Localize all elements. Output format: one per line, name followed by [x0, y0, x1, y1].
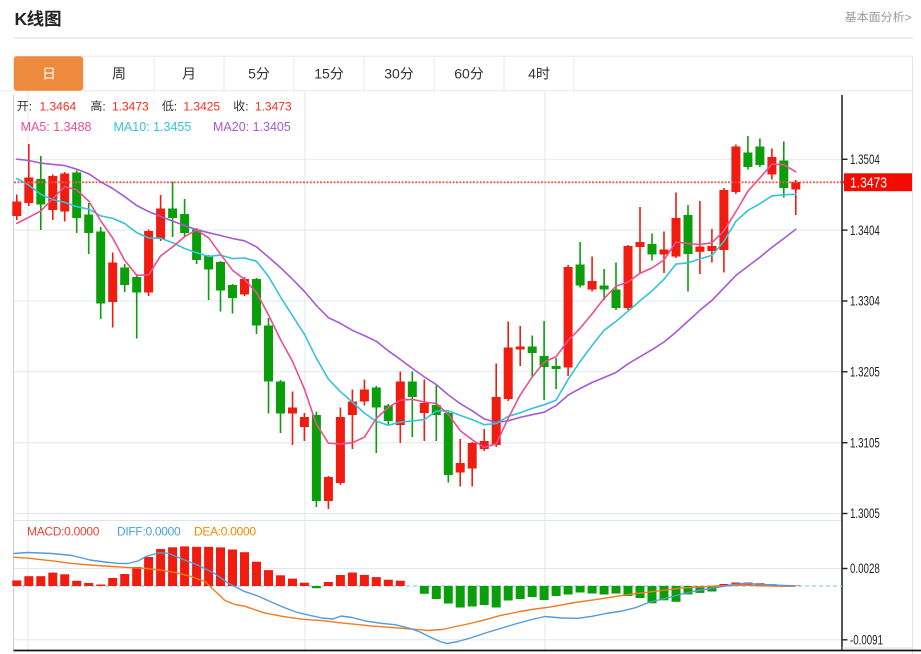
svg-text::: :	[245, 99, 248, 113]
svg-text:MA10: 1.3455: MA10: 1.3455	[114, 120, 192, 134]
svg-text:1.3304: 1.3304	[850, 294, 880, 309]
svg-text:1.3504: 1.3504	[850, 152, 880, 167]
svg-text:1.3005: 1.3005	[850, 506, 880, 521]
svg-text:0.0028: 0.0028	[850, 561, 880, 576]
svg-text:DIFF:0.0000: DIFF:0.0000	[117, 525, 181, 539]
svg-text:60: 60	[454, 66, 470, 82]
svg-text:5: 5	[248, 66, 256, 82]
svg-text:30: 30	[384, 66, 400, 82]
svg-text:15: 15	[314, 66, 330, 82]
svg-text:4: 4	[528, 66, 536, 82]
svg-text:K: K	[15, 9, 28, 29]
svg-text:MA5: 1.3488: MA5: 1.3488	[21, 120, 92, 134]
svg-text:1.3464: 1.3464	[40, 99, 77, 113]
svg-text:1.3473: 1.3473	[112, 99, 149, 113]
svg-text:-0.0091: -0.0091	[850, 633, 883, 648]
svg-text::: :	[174, 99, 177, 113]
svg-text:>: >	[905, 10, 912, 24]
svg-text:DEA:0.0000: DEA:0.0000	[194, 525, 256, 539]
svg-text:1.3105: 1.3105	[850, 435, 880, 450]
svg-text:1.3404: 1.3404	[850, 223, 880, 238]
svg-text::: :	[29, 99, 32, 113]
svg-text::: :	[102, 99, 105, 113]
svg-text:MACD:0.0000: MACD:0.0000	[27, 525, 100, 539]
svg-text:1.3473: 1.3473	[255, 99, 292, 113]
svg-text:MA20: 1.3405: MA20: 1.3405	[213, 120, 291, 134]
svg-text:1.3205: 1.3205	[850, 365, 880, 380]
svg-text:1.3425: 1.3425	[183, 99, 220, 113]
svg-text:1.3473: 1.3473	[850, 175, 887, 191]
